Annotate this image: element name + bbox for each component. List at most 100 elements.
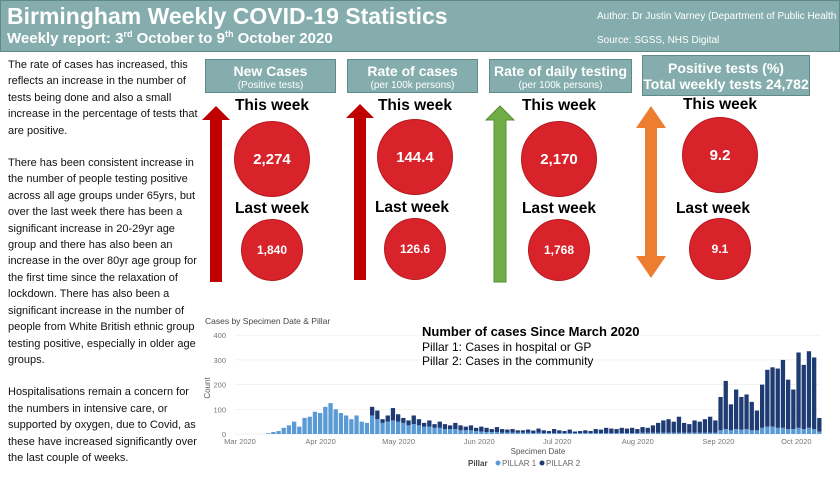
bar-pillar-2 — [593, 429, 598, 434]
subtitle-part: October to 9 — [132, 30, 225, 47]
bar-pillar-1 — [375, 419, 380, 434]
bar-pillar-1 — [578, 433, 583, 434]
bar-pillar-1 — [411, 424, 416, 434]
bar-pillar-1 — [505, 432, 510, 434]
kpi-title: New Cases — [233, 63, 308, 79]
bar-pillar-1 — [318, 413, 323, 434]
bar-pillar-1 — [650, 432, 656, 434]
bar-pillar-2 — [645, 427, 650, 433]
bar-pillar-1 — [479, 431, 484, 434]
bar-pillar-2 — [697, 421, 702, 433]
bar-pillar-1 — [307, 416, 312, 434]
bar-pillar-2 — [541, 430, 546, 434]
bar-pillar-1 — [687, 432, 692, 434]
source: Source: SGSS, NHS Digital — [597, 35, 720, 46]
bar-pillar-1 — [380, 422, 385, 434]
bar-pillar-1 — [630, 433, 635, 434]
bar-pillar-1 — [276, 431, 281, 434]
bar-pillar-2 — [760, 384, 765, 428]
bar-pillar-2 — [702, 419, 708, 433]
bar-pillar-2 — [708, 416, 713, 433]
bar-pillar-2 — [370, 406, 375, 416]
bar-pillar-2 — [432, 424, 437, 428]
y-tick-label: 400 — [213, 331, 226, 340]
bar-pillar-2 — [390, 408, 396, 421]
bar-pillar-1 — [390, 420, 396, 434]
bar-pillar-2 — [604, 427, 609, 434]
bar-pillar-2 — [801, 364, 806, 430]
x-tick-label: Mar 2020 — [224, 437, 256, 446]
bar-pillar-1 — [520, 432, 526, 434]
up-down-arrow-icon — [636, 106, 666, 278]
up-arrow-icon — [202, 106, 230, 282]
bar-pillar-1 — [624, 433, 630, 434]
bar-pillar-2 — [786, 379, 791, 430]
bar-pillar-1 — [312, 411, 318, 434]
bar-pillar-2 — [770, 367, 775, 427]
bar-pillar-1 — [614, 433, 619, 434]
daily-testing-this-week: 2,170 — [521, 121, 597, 197]
bar-pillar-2 — [578, 431, 583, 434]
bar-pillar-2 — [619, 427, 624, 434]
annotation-line: Pillar 1: Cases in hospital or GP — [422, 339, 592, 354]
bar-pillar-1 — [323, 406, 328, 434]
x-tick-label: Aug 2020 — [622, 437, 654, 446]
bar-pillar-2 — [468, 425, 474, 431]
bar-pillar-2 — [718, 396, 723, 431]
summary-paragraph: Hospitalisations remain a concern for th… — [8, 386, 197, 464]
bar-pillar-2 — [572, 431, 578, 434]
bar-pillar-1 — [437, 427, 442, 434]
this-week-label: This week — [682, 96, 758, 113]
bar-pillar-1 — [760, 427, 765, 434]
bar-pillar-2 — [505, 429, 510, 433]
bar-pillar-2 — [744, 394, 749, 430]
bar-pillar-1 — [708, 432, 713, 434]
bar-pillar-2 — [723, 380, 728, 430]
bar-pillar-2 — [806, 351, 812, 428]
bar-pillar-2 — [650, 425, 656, 433]
legend-label: PILLAR 1 — [502, 459, 537, 468]
legend-label: PILLAR 2 — [546, 459, 581, 468]
subtitle-part: October 2020 — [233, 30, 333, 47]
bar-pillar-1 — [583, 433, 588, 434]
bar-pillar-1 — [297, 426, 302, 434]
annotation-line: Pillar 2: Cases in the community — [422, 354, 594, 368]
this-week-label: This week — [234, 97, 310, 114]
y-tick-label: 200 — [213, 381, 226, 390]
bar-pillar-2 — [401, 417, 406, 423]
bar-pillar-1 — [817, 431, 822, 434]
last-week-label: Last week — [521, 200, 597, 217]
bar-pillar-1 — [552, 433, 557, 434]
bar-pillar-1 — [463, 430, 468, 434]
bar-pillar-2 — [453, 422, 458, 430]
kpi-subtitle: (Positive tests) — [237, 80, 304, 91]
bar-pillar-1 — [619, 433, 624, 434]
bar-pillar-1 — [801, 429, 806, 434]
bar-pillar-2 — [630, 427, 635, 434]
bar-pillar-1 — [609, 433, 614, 434]
bar-pillar-1 — [749, 430, 754, 434]
bar-pillar-2 — [422, 422, 427, 427]
bar-pillar-1 — [812, 429, 817, 434]
bar-pillar-1 — [786, 429, 791, 434]
bar-pillar-2 — [557, 430, 562, 434]
bar-pillar-1 — [401, 422, 406, 434]
x-tick-label: Oct 2020 — [781, 437, 811, 446]
bar-pillar-2 — [442, 424, 448, 430]
bar-pillar-1 — [266, 433, 271, 434]
bar-pillar-2 — [656, 422, 661, 433]
kpi-title: Rate of cases — [367, 63, 458, 79]
bar-pillar-1 — [572, 433, 578, 434]
this-week-label: This week — [521, 97, 597, 114]
bar-pillar-2 — [427, 420, 432, 427]
bar-pillar-1 — [593, 433, 598, 434]
bar-pillar-2 — [385, 415, 390, 422]
bar-pillar-2 — [754, 410, 760, 431]
bar-pillar-1 — [474, 431, 479, 434]
bar-pillar-2 — [416, 419, 422, 426]
x-tick-label: Apr 2020 — [305, 437, 335, 446]
bar-pillar-1 — [770, 426, 775, 434]
bar-pillar-2 — [510, 429, 515, 433]
legend-marker — [539, 460, 545, 466]
bar-pillar-1 — [484, 432, 489, 434]
